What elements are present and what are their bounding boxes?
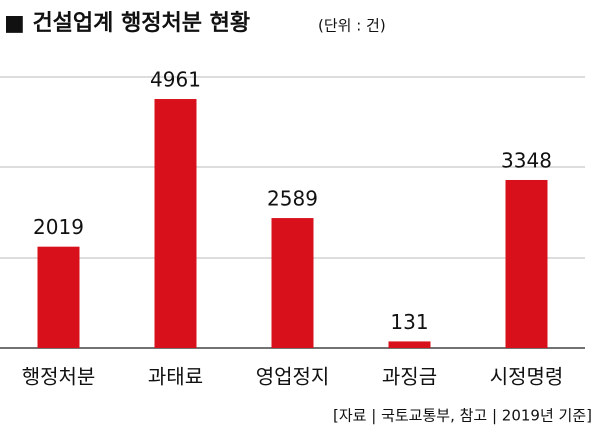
value-label: 4961 xyxy=(150,68,201,92)
bar xyxy=(271,218,314,348)
value-label: 3348 xyxy=(501,148,552,172)
value-label: 2589 xyxy=(267,187,318,211)
source-note: [자료 | 국토교통부, 참고 | 2019년 기준] xyxy=(333,407,592,425)
unit-label: (단위 : 건) xyxy=(318,17,386,35)
x-tick-label: 영업정지 xyxy=(256,365,330,389)
value-label: 2019 xyxy=(33,215,84,239)
x-tick-label: 시정명령 xyxy=(490,365,564,389)
bar xyxy=(154,99,197,348)
x-tick-label: 행정처분 xyxy=(22,365,96,389)
value-label: 131 xyxy=(390,310,428,334)
x-tick-label: 과징금 xyxy=(382,365,437,389)
chart-title: ■ 건설업계 행정처분 현황 xyxy=(4,11,250,36)
bar xyxy=(37,246,80,348)
bar xyxy=(388,341,431,348)
bar xyxy=(505,179,548,348)
x-tick-label: 과태료 xyxy=(148,365,203,389)
